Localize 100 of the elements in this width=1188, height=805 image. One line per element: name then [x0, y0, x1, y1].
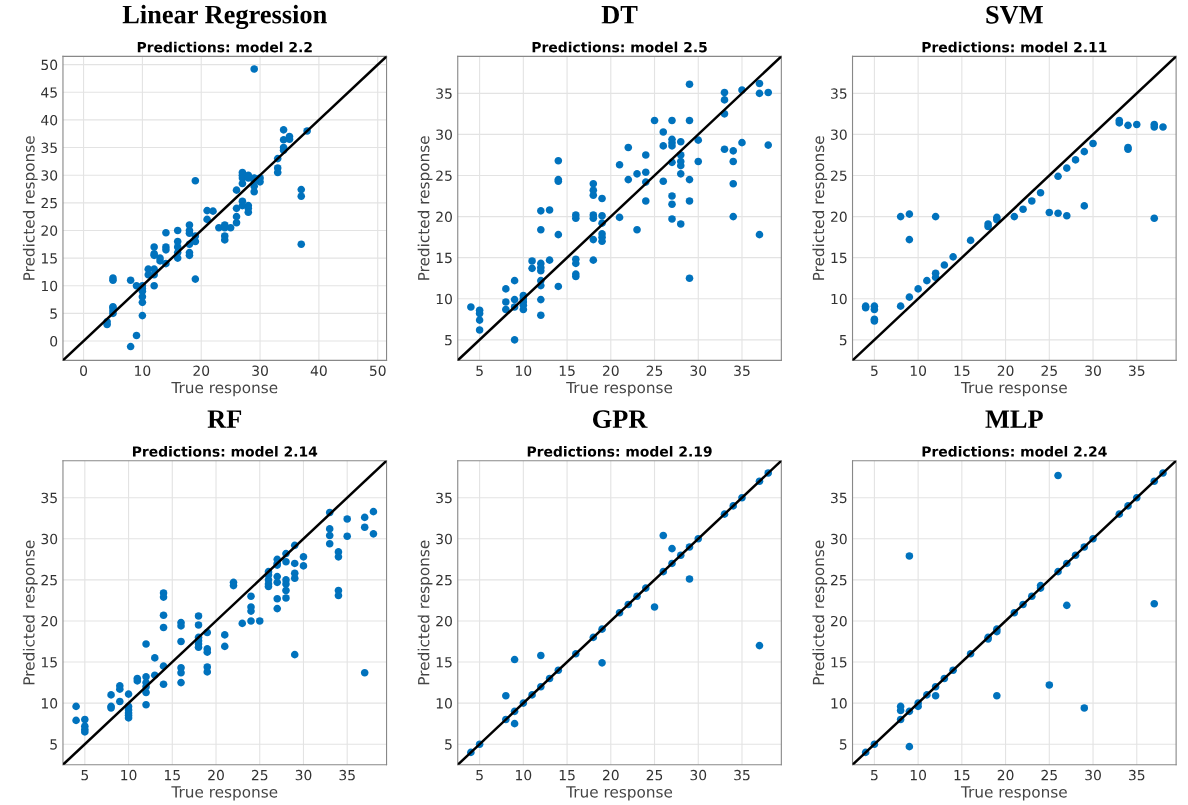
x-tick-label: 15 — [954, 365, 970, 376]
y-tick-label: 35 — [831, 492, 847, 504]
chart-title: GPR — [592, 410, 648, 428]
y-axis-title: Predicted response — [417, 136, 433, 280]
y-tick-label: 30 — [41, 533, 58, 545]
y-tick-label: 20 — [831, 211, 847, 223]
x-tick-label: 25 — [646, 365, 663, 376]
x-tick-label: 30 — [690, 769, 707, 781]
y-tick-label: 20 — [831, 615, 847, 627]
y-tick-label: 15 — [831, 252, 847, 264]
y-tick-label: 5 — [50, 739, 57, 750]
x-tick-label: 20 — [602, 769, 619, 781]
y-tick-label: 30 — [436, 533, 452, 545]
y-tick-label: 25 — [436, 574, 452, 586]
y-tick-label: 25 — [831, 170, 847, 181]
x-tick-label: 30 — [1085, 365, 1101, 376]
x-tick-label: 10 — [121, 769, 137, 781]
x-tick-label: 35 — [1128, 769, 1145, 781]
chart-subtitle: Predictions: model 2.5 — [532, 41, 707, 53]
x-tick-label: 10 — [910, 365, 927, 376]
x-tick-label: 50 — [369, 365, 386, 376]
x-tick-label: 25 — [251, 769, 268, 781]
y-tick-label: 30 — [831, 129, 847, 140]
x-tick-label: 10 — [516, 769, 532, 781]
x-tick-label: 20 — [997, 365, 1014, 376]
x-tick-label: 10 — [910, 769, 927, 781]
y-tick-label: 0 — [50, 336, 58, 347]
y-tick-label: 40 — [41, 114, 58, 126]
y-tick-label: 20 — [41, 615, 58, 627]
y-tick-label: 35 — [831, 88, 847, 99]
x-tick-label: 15 — [164, 770, 180, 781]
x-tick-label: 25 — [646, 769, 663, 781]
y-tick-label: 25 — [41, 197, 57, 209]
y-tick-label: 10 — [41, 280, 58, 292]
chart-subtitle: Predictions: model 2.11 — [922, 41, 1107, 53]
y-tick-label: 30 — [436, 129, 452, 140]
x-tick-label: 35 — [339, 769, 355, 781]
y-tick-label: 15 — [41, 253, 57, 264]
x-tick-label: 10 — [135, 365, 151, 376]
y-tick-label: 35 — [436, 492, 452, 504]
y-tick-label: 25 — [831, 574, 847, 586]
y-tick-label: 25 — [436, 170, 452, 181]
y-axis-title: Predicted response — [812, 136, 828, 280]
x-tick-label: 30 — [1085, 769, 1101, 781]
chart-title: RF — [207, 410, 242, 428]
y-tick-label: 20 — [436, 615, 452, 627]
y-tick-label: 5 — [445, 334, 452, 346]
x-tick-label: 30 — [295, 769, 312, 781]
y-tick-label: 15 — [41, 657, 57, 668]
y-axis-title: Predicted response — [22, 136, 38, 280]
y-tick-label: 25 — [41, 574, 57, 586]
y-tick-label: 10 — [41, 698, 58, 709]
y-tick-label: 35 — [41, 492, 57, 504]
x-axis-title: True response — [171, 786, 278, 801]
chart-subtitle: Predictions: model 2.2 — [137, 41, 312, 53]
x-axis-title: True response — [960, 786, 1067, 801]
y-tick-label: 15 — [436, 657, 452, 668]
y-axis-title: Predicted response — [812, 540, 828, 685]
x-tick-label: 40 — [310, 365, 327, 376]
x-tick-label: 35 — [734, 769, 750, 781]
chart-title: Linear Regression — [122, 4, 327, 29]
x-tick-label: 10 — [516, 365, 532, 376]
y-tick-label: 35 — [436, 88, 452, 99]
y-tick-label: 5 — [445, 739, 452, 750]
y-tick-label: 10 — [436, 698, 452, 709]
y-tick-label: 5 — [50, 308, 57, 319]
x-tick-label: 5 — [476, 770, 483, 781]
chart-subtitle: Predictions: model 2.19 — [527, 446, 712, 457]
x-tick-label: 20 — [602, 365, 619, 376]
chart-title: DT — [601, 6, 638, 24]
x-tick-label: 5 — [871, 365, 878, 376]
x-tick-label: 20 — [193, 365, 210, 376]
y-tick-label: 15 — [831, 657, 847, 668]
y-tick-label: 35 — [41, 142, 57, 154]
x-axis-title: True response — [566, 786, 673, 801]
x-axis-title: True response — [171, 381, 278, 397]
y-tick-label: 5 — [839, 334, 847, 346]
y-tick-label: 50 — [41, 59, 58, 71]
y-tick-label: 5 — [839, 739, 847, 750]
x-tick-label: 35 — [1128, 365, 1145, 376]
y-tick-label: 10 — [436, 293, 452, 305]
y-tick-label: 30 — [831, 533, 847, 545]
x-axis-title: True response — [960, 381, 1067, 397]
chart-title: MLP — [985, 410, 1043, 428]
chart-subtitle: Predictions: model 2.24 — [922, 446, 1107, 457]
x-tick-label: 20 — [997, 769, 1014, 781]
x-tick-label: 25 — [1041, 365, 1057, 376]
y-axis-title: Predicted response — [22, 540, 38, 685]
y-tick-label: 30 — [41, 170, 58, 181]
x-tick-label: 15 — [559, 365, 575, 376]
x-tick-label: 5 — [81, 770, 89, 781]
x-tick-label: 5 — [871, 770, 878, 781]
y-tick-label: 20 — [436, 211, 452, 223]
x-tick-label: 30 — [690, 365, 707, 376]
x-tick-label: 15 — [954, 770, 970, 781]
y-tick-label: 45 — [41, 87, 57, 98]
x-tick-label: 25 — [1041, 769, 1057, 781]
x-tick-label: 35 — [734, 365, 750, 376]
y-tick-label: 20 — [41, 225, 58, 236]
x-axis-title: True response — [566, 381, 673, 397]
